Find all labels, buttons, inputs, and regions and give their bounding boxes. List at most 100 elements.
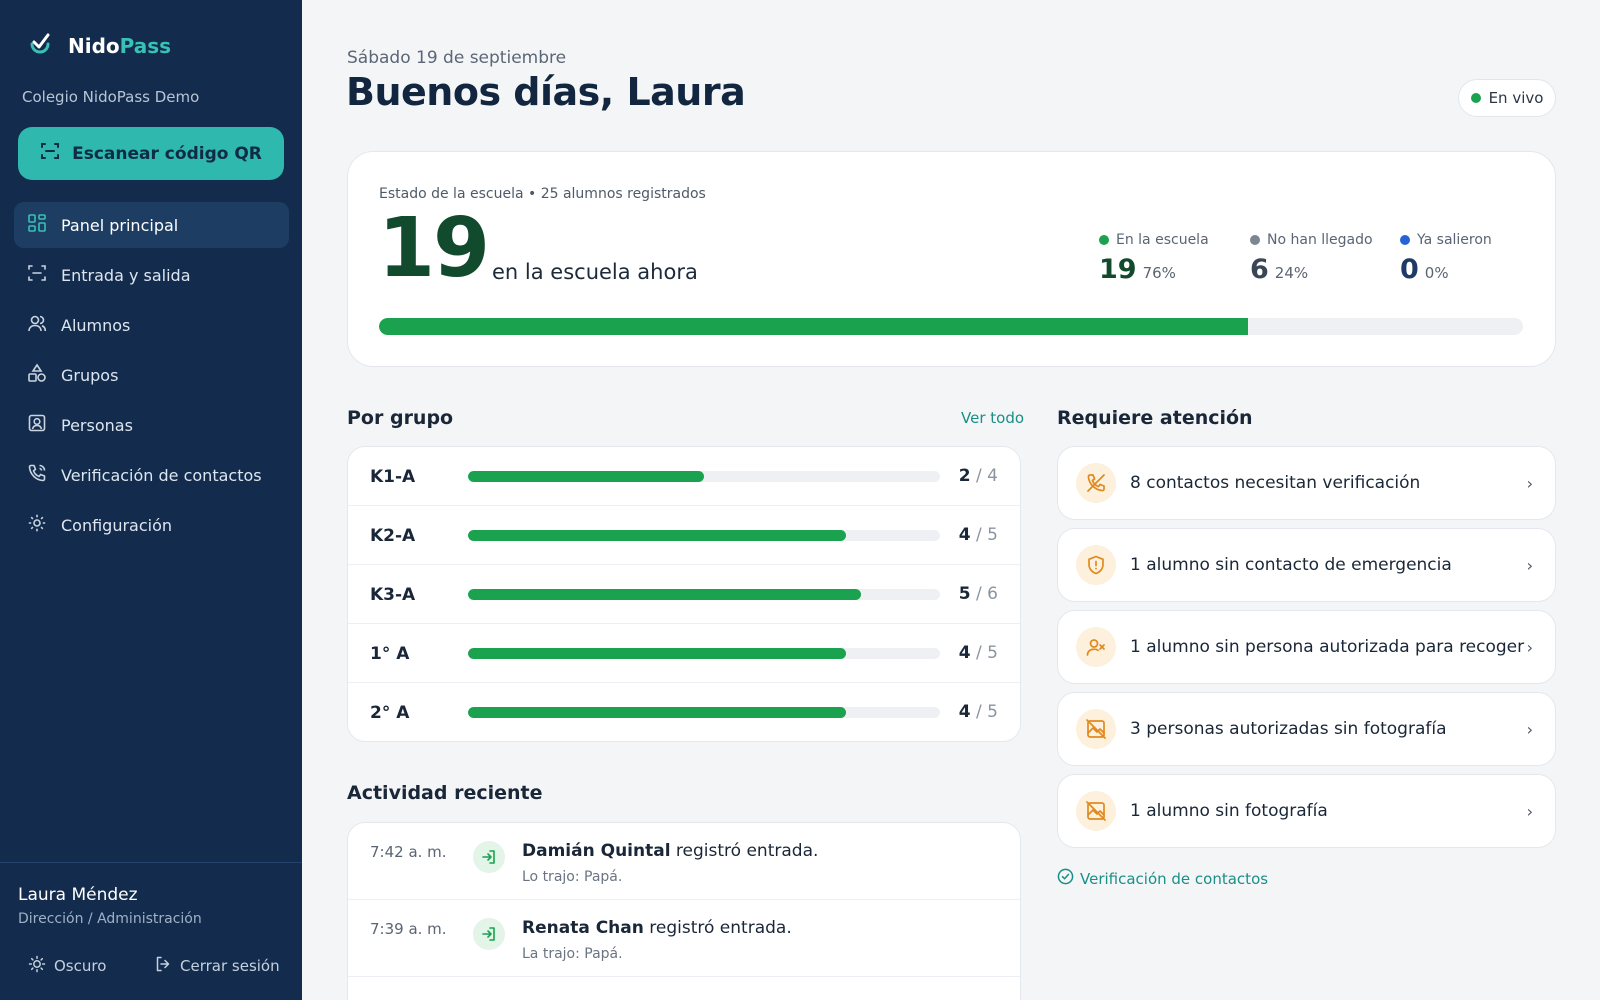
shapes-icon: [27, 363, 47, 387]
activity-student-name: Damián Quintal: [522, 841, 671, 861]
see-all-groups-link[interactable]: Ver todo: [961, 409, 1025, 427]
contact-verification-link[interactable]: Verificación de contactos: [1057, 868, 1268, 889]
group-total: 5: [987, 525, 998, 545]
groups-section-title: Por grupo: [347, 407, 454, 429]
chevron-right-icon: ›: [1526, 473, 1533, 493]
gear-icon: [27, 513, 47, 537]
theme-toggle-button[interactable]: Oscuro: [28, 955, 106, 977]
attention-text: 1 alumno sin persona autorizada para rec…: [1130, 637, 1525, 657]
group-name: 1° A: [370, 644, 410, 664]
scan-qr-button[interactable]: Escanear código QR: [18, 127, 284, 180]
sidebar-item-entrada-salida[interactable]: Entrada y salida: [14, 252, 289, 298]
group-progress-fill: [468, 589, 862, 600]
group-row[interactable]: K2-A 4 / 5: [348, 506, 1020, 565]
group-name: K2-A: [370, 526, 416, 546]
chevron-right-icon: ›: [1526, 637, 1533, 657]
live-dot-icon: [1470, 93, 1481, 103]
sidebar-item-verificacion-contactos[interactable]: Verificación de contactos: [14, 452, 289, 498]
recent-activity-card: 7:42 a. m. Damián Quintal registró entra…: [347, 822, 1021, 1000]
sun-icon: [28, 955, 46, 977]
group-row[interactable]: K1-A 2 / 4: [348, 447, 1020, 506]
logout-icon: [154, 955, 172, 977]
attention-item-people-photo[interactable]: 3 personas autorizadas sin fotografía ›: [1057, 692, 1556, 766]
attention-text: 8 contactos necesitan verificación: [1130, 473, 1421, 493]
live-status-badge: En vivo: [1458, 79, 1556, 117]
chevron-right-icon: ›: [1526, 801, 1533, 821]
sidebar: NidoPass Colegio NidoPass Demo Escanear …: [0, 0, 302, 1000]
group-progress-fill: [468, 648, 846, 659]
sidebar-item-alumnos[interactable]: Alumnos: [14, 302, 289, 348]
users-icon: [27, 313, 47, 337]
group-total: 4: [987, 466, 998, 486]
image-off-icon: [1076, 709, 1116, 749]
attention-item-authorized-pickup[interactable]: 1 alumno sin persona autorizada para rec…: [1057, 610, 1556, 684]
activity-action: registró entrada.: [670, 841, 819, 861]
activity-action: registró entrada.: [643, 918, 792, 938]
attention-item-emergency-contact[interactable]: 1 alumno sin contacto de emergencia ›: [1057, 528, 1556, 602]
group-progress-bar: [468, 471, 940, 482]
group-row[interactable]: 1° A 4 / 5: [348, 624, 1020, 683]
activity-detail: Lo trajo: Papá.: [522, 869, 623, 885]
group-present: 4: [958, 702, 971, 722]
brand-logo[interactable]: NidoPass: [26, 30, 171, 62]
check-circle-icon: [1057, 868, 1074, 889]
sidebar-item-label: Panel principal: [61, 215, 179, 235]
group-row[interactable]: K3-A 5 / 6: [348, 565, 1020, 624]
activity-item[interactable]: 7:42 a. m. Damián Quintal registró entra…: [348, 823, 1020, 900]
groups-card: K1-A 2 / 4 K2-A 4 / 5 K3-A 5 / 6 1° A 4 …: [347, 446, 1021, 742]
group-present: 5: [958, 584, 971, 604]
group-progress-fill: [468, 471, 704, 482]
group-count: 4 / 5: [958, 643, 998, 663]
school-status-card: Estado de la escuela • 25 alumnos regist…: [347, 151, 1556, 367]
sidebar-item-label: Verificación de contactos: [61, 465, 262, 485]
brand-name-part1: Nido: [68, 34, 120, 58]
live-label: En vivo: [1488, 89, 1544, 107]
activity-detail: La trajo: Papá.: [522, 946, 623, 962]
group-progress-bar: [468, 707, 940, 718]
sidebar-item-label: Configuración: [61, 515, 173, 535]
attention-item-student-photo[interactable]: 1 alumno sin fotografía ›: [1057, 774, 1556, 848]
stat-percent: 76%: [1142, 264, 1176, 282]
attendance-progress-fill: [379, 318, 1249, 335]
sidebar-item-grupos[interactable]: Grupos: [14, 352, 289, 398]
group-row[interactable]: 2° A 4 / 5: [348, 683, 1020, 741]
attention-text: 3 personas autorizadas sin fotografía: [1130, 719, 1447, 739]
activity-time: 7:39 a. m.: [370, 920, 447, 938]
image-off-icon: [1076, 791, 1116, 831]
sidebar-item-panel-principal[interactable]: Panel principal: [14, 202, 289, 248]
stat-label: En la escuela: [1116, 232, 1209, 248]
activity-student-name: Renata Chan: [522, 918, 644, 938]
page-title: Buenos días, Laura: [346, 70, 746, 114]
school-name: Colegio NidoPass Demo: [22, 88, 200, 106]
logout-button[interactable]: Cerrar sesión: [154, 955, 280, 977]
activity-time: 7:42 a. m.: [370, 843, 447, 861]
brand-name-part2: Pass: [119, 34, 172, 58]
theme-toggle-label: Oscuro: [54, 957, 107, 975]
stat-value: 0: [1400, 254, 1419, 285]
group-present: 4: [958, 643, 971, 663]
group-total: 5: [987, 643, 998, 663]
stat-value: 19: [1099, 254, 1137, 285]
stat-label: Ya salieron: [1417, 232, 1492, 248]
group-progress-fill: [468, 530, 846, 541]
check-logo-icon: [26, 30, 54, 62]
sidebar-item-label: Grupos: [61, 365, 119, 385]
contact-card-icon: [27, 413, 47, 437]
scan-icon: [40, 141, 60, 166]
scan-qr-label: Escanear código QR: [72, 143, 262, 164]
group-count: 5 / 6: [958, 584, 998, 604]
sidebar-item-configuracion[interactable]: Configuración: [14, 502, 289, 548]
status-dot-icon: [1099, 235, 1109, 245]
group-name: K1-A: [370, 467, 416, 487]
attention-item-contact-verification[interactable]: 8 contactos necesitan verificación ›: [1057, 446, 1556, 520]
sidebar-footer: Laura Méndez Dirección / Administración …: [0, 862, 302, 1000]
group-total: 5: [987, 702, 998, 722]
group-name: 2° A: [370, 703, 410, 723]
stat-percent: 24%: [1274, 264, 1309, 282]
activity-item[interactable]: 7:39 a. m. Renata Chan registró entrada.…: [348, 900, 1020, 977]
group-progress-bar: [468, 530, 940, 541]
user-x-icon: [1076, 627, 1116, 667]
sidebar-item-label: Entrada y salida: [61, 265, 191, 285]
sidebar-item-personas[interactable]: Personas: [14, 402, 289, 448]
group-total: 6: [987, 584, 998, 604]
